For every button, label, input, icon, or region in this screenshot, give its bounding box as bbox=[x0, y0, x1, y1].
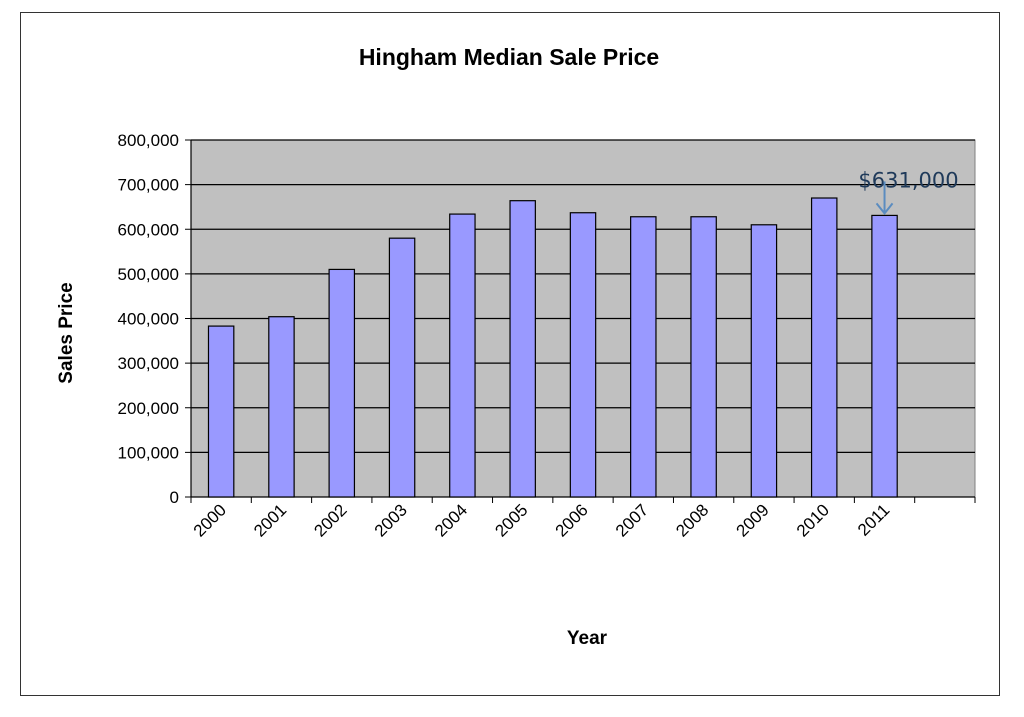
chart-title: Hingham Median Sale Price bbox=[359, 44, 659, 70]
x-tick-label-2008: 2008 bbox=[672, 500, 712, 540]
x-tick-label-2007: 2007 bbox=[612, 500, 652, 540]
annotation-label: $631,000 bbox=[858, 168, 958, 192]
x-tick-label-2002: 2002 bbox=[310, 500, 350, 540]
x-tick-label-2005: 2005 bbox=[491, 500, 531, 540]
bar-2001 bbox=[268, 316, 295, 498]
x-tick-label-2001: 2001 bbox=[250, 500, 290, 540]
plot-area: 0 100,000 200,000 300,000 400,000 500,000 600,… bbox=[118, 131, 976, 541]
x-tick-label-2003: 2003 bbox=[371, 500, 411, 540]
y-tick-label: 800,000 bbox=[118, 131, 179, 150]
x-tick-label-2011: 2011 bbox=[854, 500, 893, 539]
y-tick-label: 100,000 bbox=[118, 443, 179, 462]
bar-2004 bbox=[449, 213, 476, 498]
bar-2010 bbox=[810, 197, 838, 498]
bar-2008 bbox=[690, 216, 717, 498]
y-axis-title: Sales Price bbox=[56, 282, 77, 383]
y-tick-label: 500,000 bbox=[118, 265, 179, 284]
bar-2002 bbox=[328, 268, 356, 498]
bar-2006 bbox=[569, 212, 597, 498]
x-tick-label-2009: 2009 bbox=[733, 500, 773, 540]
bar-2009 bbox=[750, 224, 778, 498]
chart-frame: Hingham Median Sale Price Sales Price Ye… bbox=[20, 12, 1000, 696]
y-tick-label: 700,000 bbox=[118, 176, 179, 195]
x-tick-label-2000: 2000 bbox=[190, 500, 230, 540]
chart-svg: Hingham Median Sale Price Sales Price Ye… bbox=[56, 44, 976, 649]
y-tick-label: 0 bbox=[170, 488, 179, 507]
y-tick-label: 600,000 bbox=[118, 220, 179, 239]
bar-2000 bbox=[207, 325, 235, 498]
x-tick-label-2010: 2010 bbox=[793, 500, 833, 540]
bar-2011 bbox=[871, 214, 898, 498]
bar-2003 bbox=[388, 237, 416, 498]
y-tick-label: 400,000 bbox=[118, 310, 179, 329]
bar-2007 bbox=[630, 216, 657, 498]
x-axis-title: Year bbox=[567, 628, 608, 649]
annotation-arrow-head bbox=[875, 202, 894, 216]
x-tick-label-2004: 2004 bbox=[431, 500, 471, 540]
y-tick-label: 200,000 bbox=[118, 399, 179, 418]
x-tick-label-2006: 2006 bbox=[552, 500, 592, 540]
y-tick-label: 300,000 bbox=[118, 354, 179, 373]
bar-2005 bbox=[509, 200, 536, 498]
